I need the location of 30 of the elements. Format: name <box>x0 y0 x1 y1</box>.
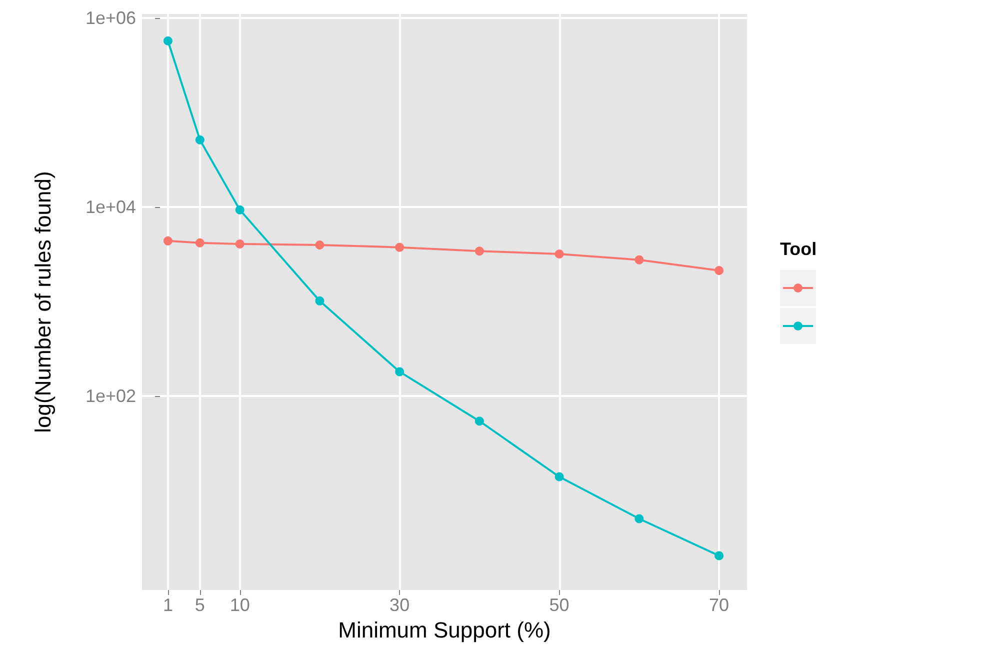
y-tick-label: 1e+02 <box>85 386 136 406</box>
text: Tool <box>780 239 817 259</box>
point <box>714 551 724 560</box>
x-tick-label: 5 <box>194 595 205 615</box>
point <box>195 135 204 144</box>
point <box>163 36 172 46</box>
y-tick-label: 1e+06 <box>85 8 136 28</box>
point <box>315 240 324 250</box>
point <box>634 255 644 264</box>
point <box>163 236 172 246</box>
point <box>235 205 244 214</box>
point <box>235 239 244 248</box>
point <box>634 514 644 524</box>
point <box>315 296 324 306</box>
y-tick-label: 1e+04 <box>85 196 136 217</box>
point <box>195 238 204 248</box>
x-axis-title: Minimum Support (%) <box>338 617 551 642</box>
x-tick-label: 50 <box>549 595 570 615</box>
x-tick-label: 30 <box>390 595 410 615</box>
point <box>714 266 724 275</box>
point <box>474 416 484 426</box>
point <box>554 250 564 258</box>
y-axis-title: log(Number of rules found) <box>30 171 56 433</box>
point <box>395 367 404 376</box>
x-tick-label: 70 <box>709 595 730 615</box>
point <box>554 472 564 482</box>
x-tick-label: 10 <box>230 595 250 615</box>
point <box>395 242 404 252</box>
point <box>474 246 484 256</box>
x-tick-label: 1 <box>162 595 173 615</box>
